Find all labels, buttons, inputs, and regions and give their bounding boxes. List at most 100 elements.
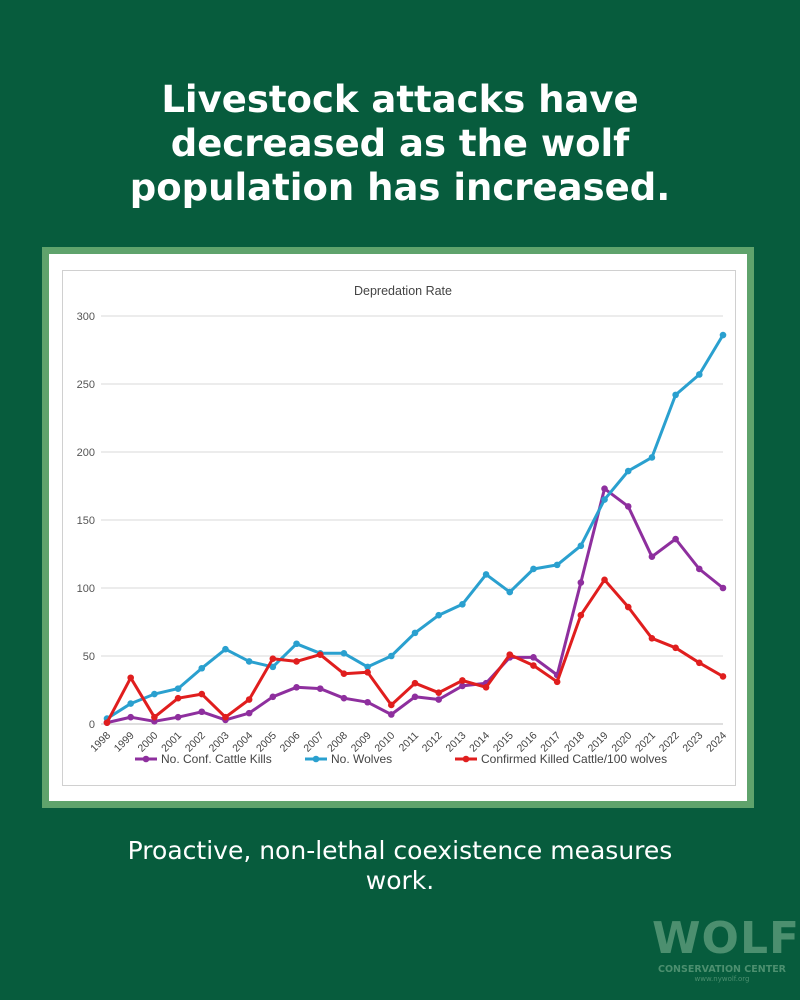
data-point-2-2024 xyxy=(719,331,727,339)
data-point-2-1999 xyxy=(127,700,134,707)
y-tick-label-0: 0 xyxy=(89,719,95,731)
data-point-3-2004 xyxy=(245,696,253,703)
legend-swatch-marker-2 xyxy=(312,755,320,763)
data-point-2-2015 xyxy=(506,588,514,596)
data-point-2-2021 xyxy=(648,454,656,461)
data-point-2-2019 xyxy=(601,496,608,503)
y-tick-label-200: 200 xyxy=(77,447,95,459)
subline: Proactive, non-lethal coexistence measur… xyxy=(0,836,800,896)
data-point-2-2023 xyxy=(696,371,703,378)
data-point-2-2016 xyxy=(530,565,537,573)
data-point-3-2016 xyxy=(530,662,537,669)
legend-item-1: No. Conf. Cattle Kills xyxy=(135,752,272,766)
data-point-2-2000 xyxy=(151,690,158,698)
y-tick-label-300: 300 xyxy=(77,311,95,323)
data-point-2-2008 xyxy=(340,649,348,657)
x-tick-label-2004: 2004 xyxy=(230,730,255,755)
data-point-3-2024 xyxy=(719,673,727,680)
data-point-1-2019 xyxy=(601,485,608,493)
data-point-1-2007 xyxy=(316,685,324,692)
subline-line-1: Proactive, non-lethal coexistence measur… xyxy=(127,836,673,865)
data-point-1-2022 xyxy=(672,535,679,543)
data-point-1-2021 xyxy=(648,553,656,561)
data-point-3-2008 xyxy=(340,670,348,677)
data-point-3-2015 xyxy=(506,651,514,658)
data-point-1-2006 xyxy=(293,683,300,691)
data-point-1-2011 xyxy=(411,693,419,701)
data-point-1-2023 xyxy=(696,565,703,573)
data-point-1-2001 xyxy=(174,713,182,721)
data-point-1-2009 xyxy=(364,698,371,706)
data-point-3-2010 xyxy=(388,701,395,709)
x-tick-label-2003: 2003 xyxy=(207,730,232,755)
data-point-3-2018 xyxy=(577,611,585,619)
data-point-2-2020 xyxy=(624,467,632,475)
data-point-3-1998 xyxy=(103,719,111,726)
data-point-3-2017 xyxy=(553,678,561,686)
series-2 xyxy=(103,331,727,722)
y-tick-label-100: 100 xyxy=(77,583,95,595)
x-tick-label-2015: 2015 xyxy=(491,730,516,755)
x-tick-label-1999: 1999 xyxy=(112,730,137,755)
data-point-2-2013 xyxy=(459,601,466,608)
data-point-3-2021 xyxy=(648,635,656,642)
data-point-1-2004 xyxy=(245,709,253,717)
data-point-1-2002 xyxy=(198,708,206,716)
data-point-3-2009 xyxy=(364,669,371,676)
data-point-2-2002 xyxy=(198,664,206,672)
data-point-3-2007 xyxy=(316,651,324,658)
data-point-1-2016 xyxy=(530,654,537,661)
legend-item-3: Confirmed Killed Cattle/100 wolves xyxy=(455,752,667,766)
series-3 xyxy=(103,576,727,726)
x-tick-label-2012: 2012 xyxy=(420,730,445,755)
data-point-2-2001 xyxy=(174,685,182,692)
series-line-3 xyxy=(105,578,725,725)
x-tick-label-2023: 2023 xyxy=(680,730,705,755)
data-point-3-2006 xyxy=(293,658,300,665)
headline-line-3: population has increased. xyxy=(129,166,671,209)
legend-swatch-marker-3 xyxy=(462,755,470,763)
data-point-2-2011 xyxy=(411,629,419,637)
data-point-3-2011 xyxy=(411,679,419,687)
x-tick-label-2001: 2001 xyxy=(159,730,184,755)
chart-title: Depredation Rate xyxy=(354,284,452,298)
subline-line-2: work. xyxy=(365,866,435,895)
x-tick-label-2019: 2019 xyxy=(586,730,611,755)
legend-label-2: No. Wolves xyxy=(331,752,392,766)
data-point-1-1999 xyxy=(127,713,134,721)
x-tick-label-2010: 2010 xyxy=(372,730,397,755)
data-point-1-2020 xyxy=(624,503,632,510)
data-point-2-2004 xyxy=(245,658,253,665)
headline: Livestock attacks have decreased as the … xyxy=(0,78,800,210)
logo-url: www.nywolf.org xyxy=(694,975,750,983)
data-point-3-2001 xyxy=(174,694,182,702)
chart-area: Depredation Rate 0 50 100 150 200 250 300 1998… xyxy=(62,270,736,786)
x-tick-label-2016: 2016 xyxy=(515,730,540,755)
data-point-3-2019 xyxy=(601,576,608,584)
x-tick-label-2022: 2022 xyxy=(657,730,682,755)
data-point-1-2018 xyxy=(577,579,585,586)
data-point-1-2012 xyxy=(435,696,442,703)
data-point-3-2003 xyxy=(222,713,229,721)
chart-frame: Depredation Rate 0 50 100 150 200 250 300 1998… xyxy=(42,247,754,808)
data-point-3-2005 xyxy=(269,655,277,663)
depredation-rate-chart: Depredation Rate 0 50 100 150 200 250 300 1998… xyxy=(77,284,730,766)
series-line-2 xyxy=(105,333,725,721)
data-point-1-2010 xyxy=(388,711,395,718)
data-point-2-2017 xyxy=(553,561,561,569)
data-point-2-2018 xyxy=(577,542,585,550)
data-point-2-2010 xyxy=(388,652,395,660)
x-tick-label-2018: 2018 xyxy=(562,730,587,755)
x-tick-label-2007: 2007 xyxy=(301,730,326,755)
x-tick-label-2005: 2005 xyxy=(254,730,279,755)
x-tick-label-2008: 2008 xyxy=(325,730,350,755)
x-tick-label-2020: 2020 xyxy=(609,730,634,755)
chart-frame-inner: Depredation Rate 0 50 100 150 200 250 300 1998… xyxy=(49,254,747,801)
x-tick-label-2000: 2000 xyxy=(136,730,161,755)
x-tick-label-2006: 2006 xyxy=(278,730,303,755)
data-point-1-2005 xyxy=(269,693,277,701)
y-tick-label-50: 50 xyxy=(83,651,95,663)
data-point-2-2005 xyxy=(269,663,277,671)
data-point-3-2002 xyxy=(198,690,206,698)
x-tick-label-2002: 2002 xyxy=(183,730,208,755)
